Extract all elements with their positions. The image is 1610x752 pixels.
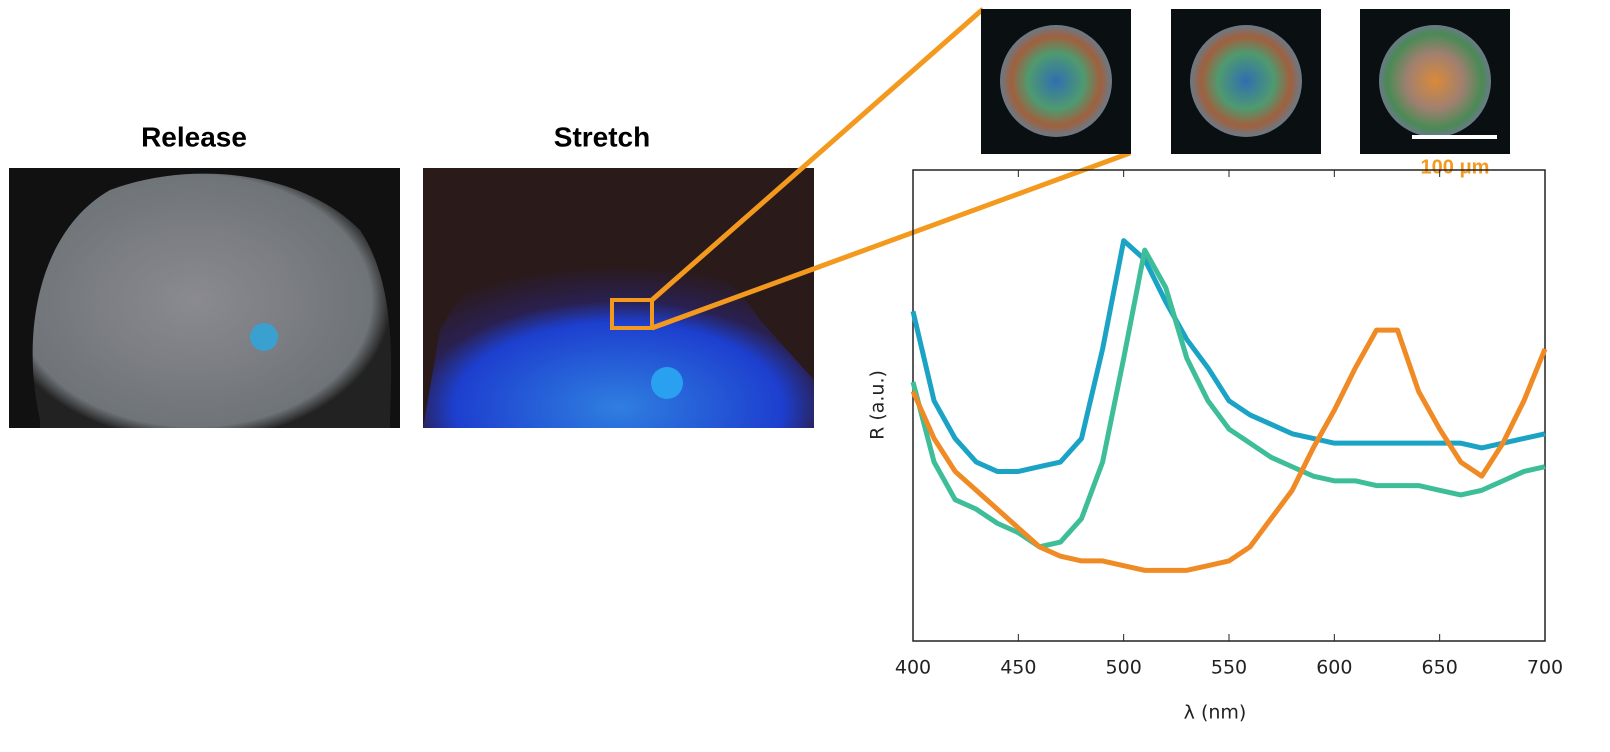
x-tick-label: 550 [1211,657,1247,679]
droplet [1190,25,1302,137]
scale-label: 100 μm [1421,156,1490,178]
x-tick-label: 600 [1316,657,1352,679]
x-tick-label: 400 [895,657,931,679]
panel-label: Stretch [554,121,650,152]
zoom-line [650,7,985,302]
droplet [651,367,683,399]
panel-label: Release [141,121,247,152]
chart: λ (nm) R (a.u.) 400 450 500 550 600 650 700 [867,169,1563,724]
x-axis-label: λ (nm) [1184,702,1247,724]
x-tick-label: 450 [1000,657,1036,679]
zoom-line [651,150,1131,331]
plot-frame [912,169,1546,642]
photos: Release Stretch 100 μm [9,7,1510,428]
y-axis-label: R (a.u.) [867,370,889,440]
spectrum-line [910,238,1546,474]
x-tick-label: 500 [1106,657,1142,679]
spectrum-line [910,327,1548,573]
spectrum-line [910,247,1546,550]
droplet [250,323,278,351]
release-film [32,173,392,428]
droplet [1379,25,1491,137]
zoom-box [610,298,654,330]
x-tick-label: 700 [1527,657,1563,679]
droplet [1000,25,1112,137]
x-tick-label: 650 [1422,657,1458,679]
